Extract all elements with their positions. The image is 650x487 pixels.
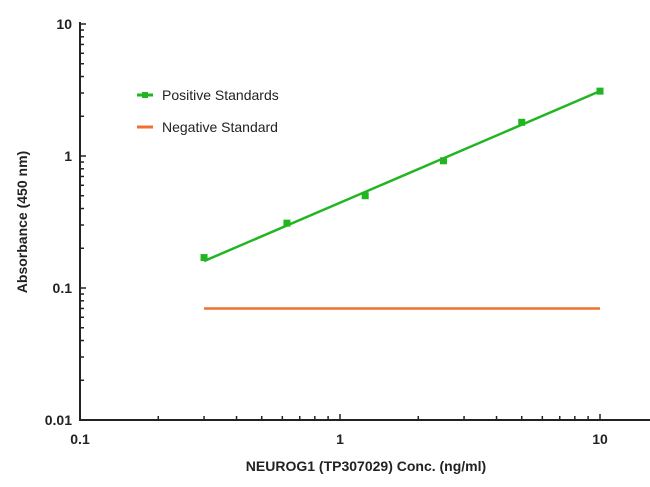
legend-label-negative: Negative Standard [162, 119, 278, 135]
legend-item-negative: Negative Standard [137, 119, 278, 135]
x-tick-label-1: 1 [336, 431, 344, 447]
y-tick-label-1: 1 [64, 148, 72, 164]
y-tick-label-0.1: 0.1 [53, 280, 73, 296]
y-tick-labels: 10 1 0.1 0.01 [45, 16, 72, 428]
plot-axes [79, 22, 650, 421]
y-axis-ticks [80, 23, 86, 421]
positive-data-point [439, 157, 447, 165]
positive-data-point [283, 219, 291, 227]
x-axis-title: NEUROG1 (TP307029) Conc. (ng/ml) [246, 458, 486, 474]
positive-data-point [200, 254, 208, 262]
positive-data-point [596, 87, 604, 95]
series-layer [200, 87, 604, 310]
positive-data-point [518, 118, 526, 126]
legend-marker-positive-icon [142, 92, 148, 98]
x-tick-label-10: 10 [592, 431, 608, 447]
legend-label-positive: Positive Standards [162, 87, 279, 103]
legend: Positive Standards Negative Standard [137, 87, 279, 135]
x-tick-label-0.1: 0.1 [70, 431, 90, 447]
y-tick-label-10: 10 [56, 16, 72, 32]
positive-fit-line [203, 89, 601, 263]
x-tick-labels: 0.1 1 10 [70, 431, 608, 447]
x-axis-ticks [157, 414, 601, 420]
positive-data-point [361, 192, 369, 200]
y-tick-label-0.01: 0.01 [45, 412, 72, 428]
legend-item-positive: Positive Standards [137, 87, 279, 103]
y-axis-title: Absorbance (450 nm) [14, 151, 30, 293]
